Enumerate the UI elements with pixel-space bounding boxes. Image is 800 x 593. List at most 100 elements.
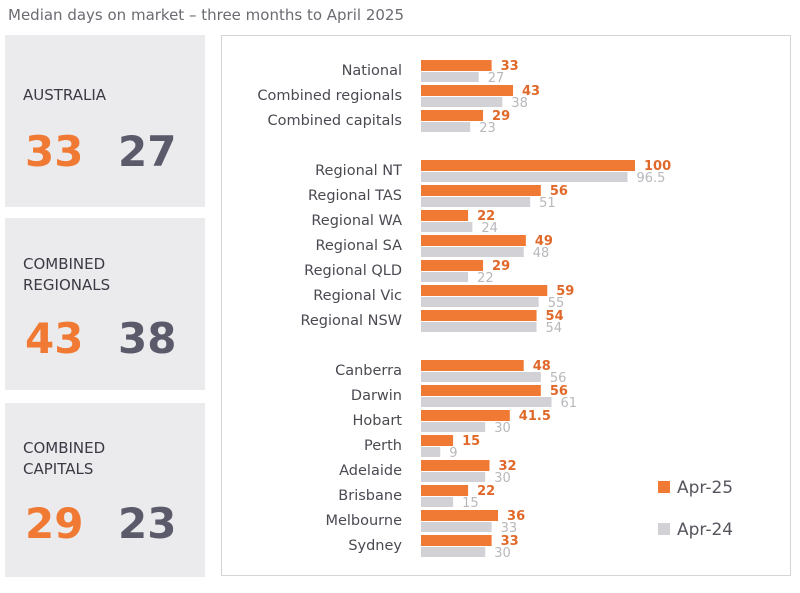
value-label-apr24: 55 (548, 296, 565, 311)
bar-apr24 (421, 497, 454, 507)
bar-apr25 (421, 110, 484, 121)
category-label: Hobart (352, 413, 402, 429)
category-label: Regional NSW (300, 313, 402, 329)
value-label-apr25: 33 (501, 59, 519, 74)
value-label-apr25: 56 (550, 384, 568, 399)
category-label: Regional Vic (313, 288, 402, 304)
bar-apr24 (421, 122, 471, 132)
bar-apr24 (421, 397, 552, 407)
bar-apr25 (421, 360, 524, 371)
panel-australia: AUSTRALIA 33 27 (5, 35, 205, 207)
value-label-apr24: 15 (462, 496, 479, 511)
bar-apr24 (421, 372, 541, 382)
chart-frame (221, 35, 791, 576)
value-label-apr25: 49 (535, 234, 553, 249)
legend-label-apr24: Apr-24 (677, 520, 733, 540)
value-label-apr25: 43 (522, 84, 540, 99)
value-label-apr25: 29 (492, 109, 510, 124)
legend-label-apr25: Apr-25 (677, 478, 733, 498)
category-label: Combined regionals (257, 88, 402, 104)
value-label-apr24: 24 (481, 221, 498, 236)
category-label: National (342, 63, 402, 79)
category-label: Regional SA (315, 238, 402, 254)
bar-apr25 (421, 285, 548, 296)
category-label: Melbourne (325, 513, 402, 529)
bar-apr25 (421, 235, 526, 246)
panel-apr25-value: 33 (25, 127, 84, 176)
category-label: Brisbane (338, 488, 402, 504)
panel-combined-regionals: COMBINED REGIONALS 43 38 (5, 218, 205, 390)
bar-apr25 (421, 310, 537, 321)
panel-apr25-value: 43 (25, 314, 84, 363)
bar-apr24 (421, 522, 492, 532)
value-label-apr24: 9 (449, 446, 457, 461)
category-label: Regional NT (315, 163, 402, 179)
panel-label: COMBINED CAPITALS (23, 439, 106, 478)
value-label-apr25: 22 (477, 484, 495, 499)
bar-apr25 (421, 210, 469, 221)
panel-label: COMBINED REGIONALS (23, 255, 111, 294)
value-label-apr24: 30 (494, 546, 511, 561)
value-label-apr25: 22 (477, 209, 495, 224)
category-label: Regional TAS (308, 188, 402, 204)
bar-apr25 (421, 85, 514, 96)
value-label-apr24: 30 (494, 471, 511, 486)
value-label-apr24: 30 (494, 421, 511, 436)
category-label: Perth (364, 438, 402, 454)
page-title: Median days on market – three months to … (8, 6, 404, 24)
value-label-apr24: 56 (550, 371, 567, 386)
value-label-apr24: 96.5 (637, 171, 666, 186)
category-label: Darwin (351, 388, 402, 404)
bar-apr25 (421, 435, 454, 446)
bar-apr24 (421, 322, 537, 332)
bar-apr25 (421, 60, 492, 71)
category-label: Combined capitals (267, 113, 402, 129)
panel-apr24-value: 23 (118, 499, 177, 548)
value-label-apr24: 61 (561, 396, 578, 411)
panel-apr24-value: 27 (118, 127, 177, 176)
panel-combined-capitals: COMBINED CAPITALS 29 23 (5, 403, 205, 577)
value-label-apr25: 56 (550, 184, 568, 199)
category-label: Regional QLD (304, 263, 402, 279)
value-label-apr24: 54 (546, 321, 563, 336)
bar-apr25 (421, 385, 541, 396)
bar-apr25 (421, 460, 490, 471)
value-label-apr24: 22 (477, 271, 494, 286)
value-label-apr25: 59 (556, 284, 574, 299)
bar-apr25 (421, 185, 541, 196)
value-label-apr25: 15 (462, 434, 480, 449)
value-label-apr25: 100 (644, 159, 671, 174)
value-label-apr24: 33 (501, 521, 518, 536)
category-label: Adelaide (339, 463, 402, 479)
bar-apr24 (421, 472, 486, 482)
value-label-apr24: 23 (479, 121, 496, 136)
bar-apr24 (421, 272, 469, 282)
category-label: Sydney (348, 538, 402, 554)
category-label: Canberra (335, 363, 402, 379)
bar-apr24 (421, 422, 486, 432)
panel-apr25-value: 29 (25, 499, 84, 548)
legend-swatch-apr25 (658, 481, 670, 493)
value-label-apr25: 41.5 (519, 409, 551, 424)
bar-apr24 (421, 97, 503, 107)
value-label-apr25: 48 (533, 359, 551, 374)
bar-apr25 (421, 535, 492, 546)
bar-apr24 (421, 222, 473, 232)
value-label-apr25: 33 (501, 534, 519, 549)
panel-apr24-value: 38 (118, 314, 177, 363)
bar-apr24 (421, 447, 441, 457)
value-label-apr25: 36 (507, 509, 525, 524)
bar-apr25 (421, 260, 484, 271)
value-label-apr25: 29 (492, 259, 510, 274)
bar-apr25 (421, 410, 510, 421)
panel-label: AUSTRALIA (23, 86, 107, 104)
bar-apr24 (421, 247, 524, 257)
category-label: Regional WA (311, 213, 402, 229)
bar-apr25 (421, 485, 469, 496)
bar-apr25 (421, 510, 499, 521)
bar-apr24 (421, 172, 628, 182)
legend-swatch-apr24 (658, 523, 670, 535)
bar-apr24 (421, 197, 531, 207)
value-label-apr24: 38 (511, 96, 528, 111)
